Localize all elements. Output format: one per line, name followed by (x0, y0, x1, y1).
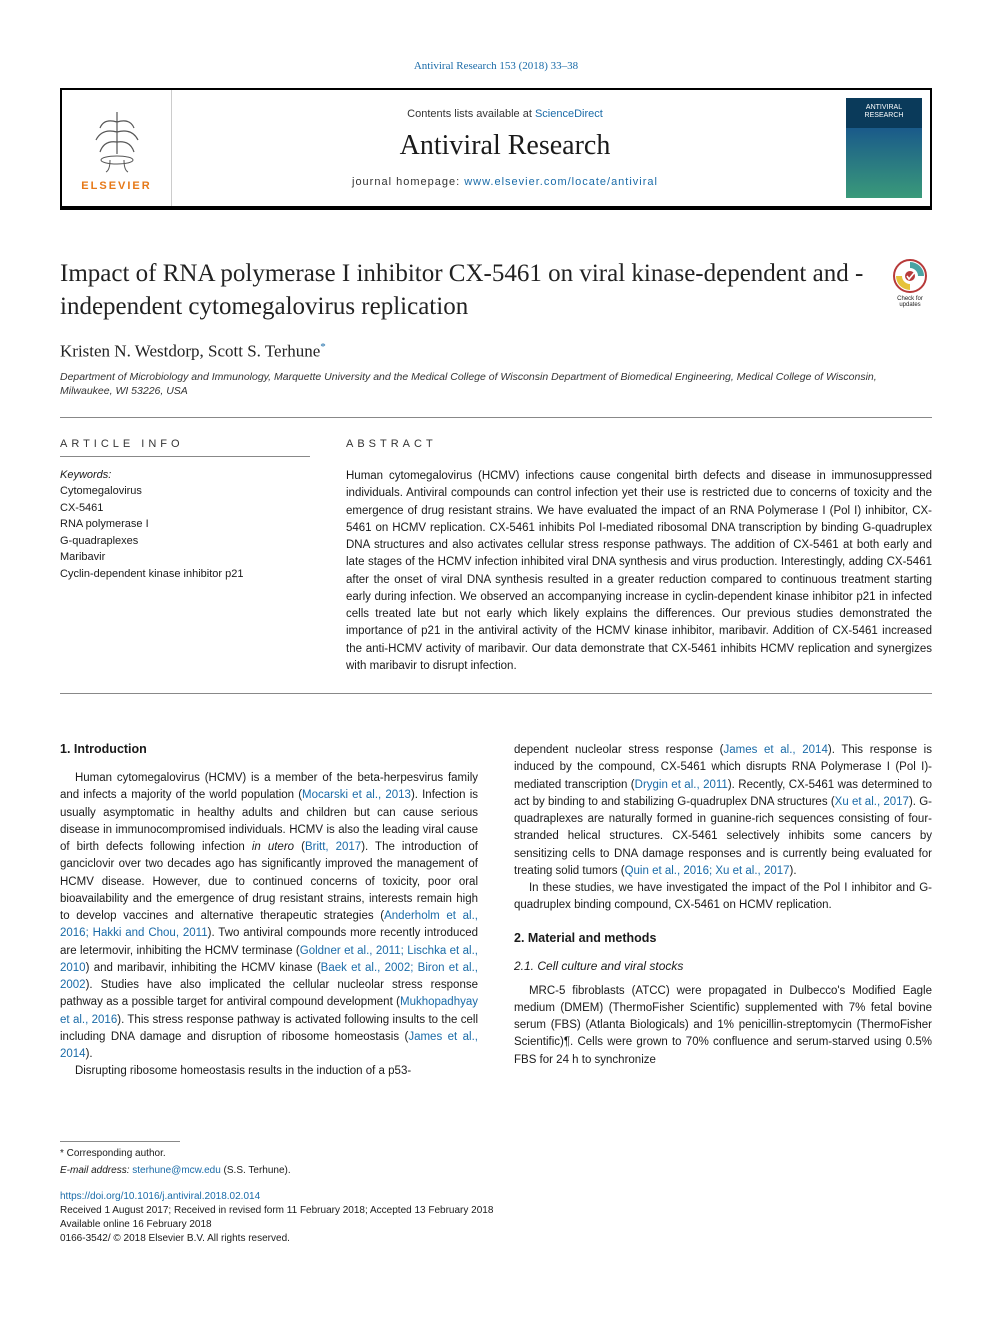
journal-reference: Antiviral Research 153 (2018) 33–38 (60, 60, 932, 88)
sciencedirect-link[interactable]: ScienceDirect (535, 108, 603, 120)
publication-info: https://doi.org/10.1016/j.antiviral.2018… (60, 1190, 932, 1246)
cover-text-1: ANTIVIRAL (866, 104, 902, 112)
available-line: Available online 16 February 2018 (60, 1219, 212, 1230)
col2-para-2: In these studies, we have investigated t… (514, 880, 932, 915)
doi-link[interactable]: https://doi.org/10.1016/j.antiviral.2018… (60, 1191, 260, 1202)
section-head-intro: 1. Introduction (60, 742, 478, 756)
keywords-list: Cytomegalovirus CX-5461 RNA polymerase I… (60, 483, 310, 582)
corr-mark-link[interactable]: * (320, 341, 326, 353)
article-info-head: ARTICLE INFO (60, 438, 310, 456)
keyword-item: Maribavir (60, 549, 310, 566)
text: dependent nucleolar stress response ( (514, 744, 723, 756)
abstract-head: ABSTRACT (346, 438, 932, 456)
intro-para-1: Human cytomegalovirus (HCMV) is a member… (60, 770, 478, 1063)
col2-para-1: dependent nucleolar stress response (Jam… (514, 742, 932, 880)
citation-link[interactable]: Britt, 2017 (305, 841, 361, 853)
received-line: Received 1 August 2017; Received in revi… (60, 1205, 493, 1216)
cover-text-2: RESEARCH (865, 112, 904, 120)
citation-link[interactable]: Xu et al., 2017 (835, 796, 909, 808)
article-title: Impact of RNA polymerase I inhibitor CX-… (60, 258, 868, 323)
affiliation: Department of Microbiology and Immunolog… (60, 370, 932, 399)
intro-para-2: Disrupting ribosome homeostasis results … (60, 1063, 478, 1080)
check-updates-badge[interactable]: Check for updates (888, 258, 932, 310)
email-link[interactable]: sterhune@mcw.edu (132, 1165, 221, 1176)
text: ( (294, 841, 305, 853)
journal-header: ELSEVIER Contents lists available at Sci… (60, 88, 932, 210)
homepage-link[interactable]: www.elsevier.com/locate/antiviral (464, 176, 658, 188)
divider (60, 456, 310, 457)
cover-thumb-block: ANTIVIRAL RESEARCH (838, 90, 930, 206)
keyword-item: CX-5461 (60, 500, 310, 517)
text: ). (790, 865, 797, 877)
journal-name: Antiviral Research (400, 130, 611, 162)
authors: Kristen N. Westdorp, Scott S. Terhune* (60, 341, 932, 362)
divider (60, 417, 932, 418)
footnote-divider (60, 1141, 180, 1142)
contents-prefix: Contents lists available at (407, 108, 535, 120)
authors-names: Kristen N. Westdorp, Scott S. Terhune (60, 342, 320, 361)
publisher-name: ELSEVIER (81, 180, 151, 192)
abstract-text: Human cytomegalovirus (HCMV) infections … (346, 468, 932, 675)
keyword-item: Cyclin-dependent kinase inhibitor p21 (60, 566, 310, 583)
left-column: 1. Introduction Human cytomegalovirus (H… (60, 742, 478, 1081)
email-footnote: E-mail address: sterhune@mcw.edu (S.S. T… (60, 1165, 932, 1176)
citation-link[interactable]: Quin et al., 2016; Xu et al., 2017 (625, 865, 790, 877)
methods-para-1: MRC-5 fibroblasts (ATCC) were propagated… (514, 983, 932, 1069)
subsection-head-21: 2.1. Cell culture and viral stocks (514, 959, 932, 973)
section-head-methods: 2. Material and methods (514, 931, 932, 945)
contents-line: Contents lists available at ScienceDirec… (407, 108, 603, 120)
homepage-line: journal homepage: www.elsevier.com/locat… (352, 176, 658, 188)
citation-link[interactable]: Mocarski et al., 2013 (302, 789, 411, 801)
divider (60, 693, 932, 694)
header-center: Contents lists available at ScienceDirec… (172, 90, 838, 206)
corr-footnote: * Corresponding author. (60, 1148, 932, 1159)
email-label: E-mail address: (60, 1165, 132, 1176)
publisher-logo-block: ELSEVIER (62, 90, 172, 206)
text: ) and maribavir, inhibiting the HCMV kin… (86, 962, 321, 974)
email-suffix: (S.S. Terhune). (221, 1165, 291, 1176)
citation-link[interactable]: Drygin et al., 2011 (635, 779, 728, 791)
keyword-item: G-quadraplexes (60, 533, 310, 550)
check-updates-icon (892, 258, 928, 294)
journal-cover-icon: ANTIVIRAL RESEARCH (846, 98, 922, 198)
text: ). (86, 1048, 93, 1060)
right-column: dependent nucleolar stress response (Jam… (514, 742, 932, 1081)
citation-link[interactable]: James et al., 2014 (723, 744, 827, 756)
elsevier-tree-icon (82, 104, 152, 174)
copyright-line: 0166-3542/ © 2018 Elsevier B.V. All righ… (60, 1233, 290, 1244)
keyword-item: Cytomegalovirus (60, 483, 310, 500)
check-label-2: updates (899, 302, 920, 308)
keyword-item: RNA polymerase I (60, 516, 310, 533)
keywords-head: Keywords: (60, 469, 310, 481)
italic-text: in utero (252, 841, 294, 853)
homepage-prefix: journal homepage: (352, 176, 464, 188)
